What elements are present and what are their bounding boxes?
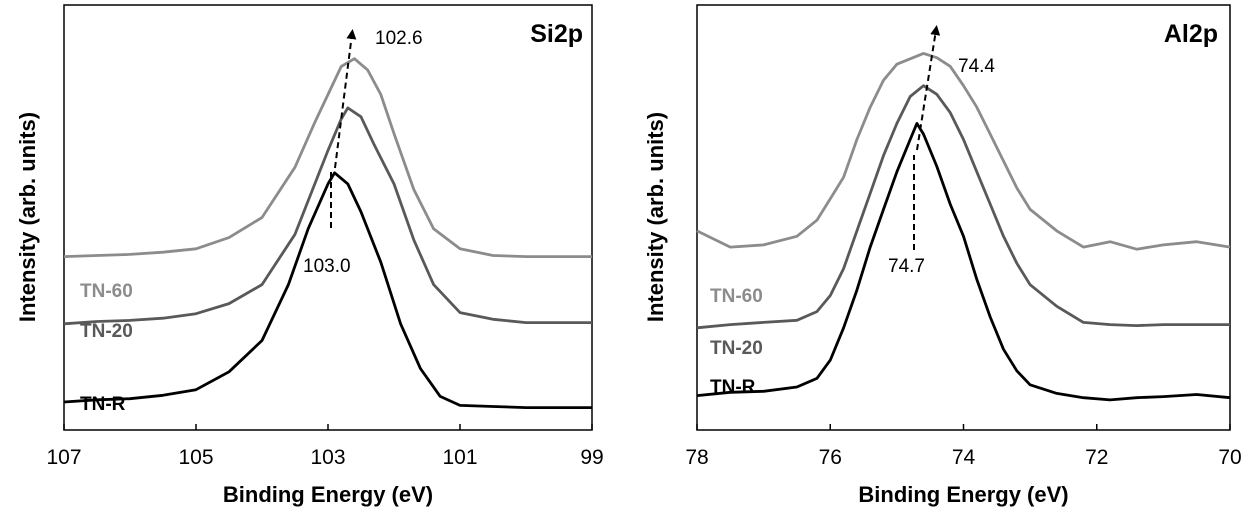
al2p-x-tick-label: 70 xyxy=(1218,446,1241,469)
si2p-x-tick-label: 103 xyxy=(310,446,345,469)
al2p-x-axis-title: Binding Energy (eV) xyxy=(858,482,1068,507)
si2p-x-tick-label: 107 xyxy=(46,446,81,469)
al2p-x-tick-label: 76 xyxy=(819,446,842,469)
al2p-series-line-tn-60 xyxy=(696,52,1231,251)
si2p-series-label-tn-60: TN-60 xyxy=(80,281,133,302)
al2p-series-line-tn-20 xyxy=(696,84,1230,330)
si2p-series-label-tn-r: TN-R xyxy=(80,394,126,415)
si2p-y-axis-title: Intensity (arb. units) xyxy=(15,112,40,322)
si2p-plot-frame xyxy=(63,4,593,431)
si2p-x-tick-label: 105 xyxy=(178,446,213,469)
al2p-peak-position-label: 74.4 xyxy=(958,56,995,77)
si2p-peak-position-label: 102.6 xyxy=(375,28,423,49)
si2p-x-tick-label: 101 xyxy=(442,446,477,469)
si2p-series-label-tn-20: TN-20 xyxy=(80,321,133,342)
al2p-x-tick-label: 74 xyxy=(952,446,976,469)
si2p-peak-position-label: 103.0 xyxy=(303,256,351,277)
al2p-series-label-tn-r: TN-R xyxy=(710,377,756,398)
si2p-series-line-tn-20 xyxy=(63,106,592,326)
al2p-series-line-tn-r xyxy=(696,122,1231,402)
si2p-series-line-tn-60 xyxy=(63,57,592,258)
si2p-panel-title: Si2p xyxy=(530,20,583,48)
al2p-x-tick-label: 78 xyxy=(685,446,708,469)
al2p-shift-arrow xyxy=(916,25,941,151)
al2p-series-label-tn-60: TN-60 xyxy=(710,286,763,307)
al2p-peak-position-label: 74.7 xyxy=(888,256,925,277)
si2p-x-tick-label: 99 xyxy=(580,446,603,469)
al2p-panel-title: Al2p xyxy=(1164,20,1218,48)
al2p-series-label-tn-20: TN-20 xyxy=(710,338,763,359)
al2p-x-tick-label: 72 xyxy=(1085,446,1108,469)
al2p-y-axis-title: Intensity (arb. units) xyxy=(643,112,668,322)
si2p-series-line-tn-r xyxy=(63,171,592,409)
si2p-shift-arrow xyxy=(334,29,357,169)
si2p-x-axis-title: Binding Energy (eV) xyxy=(223,482,433,507)
